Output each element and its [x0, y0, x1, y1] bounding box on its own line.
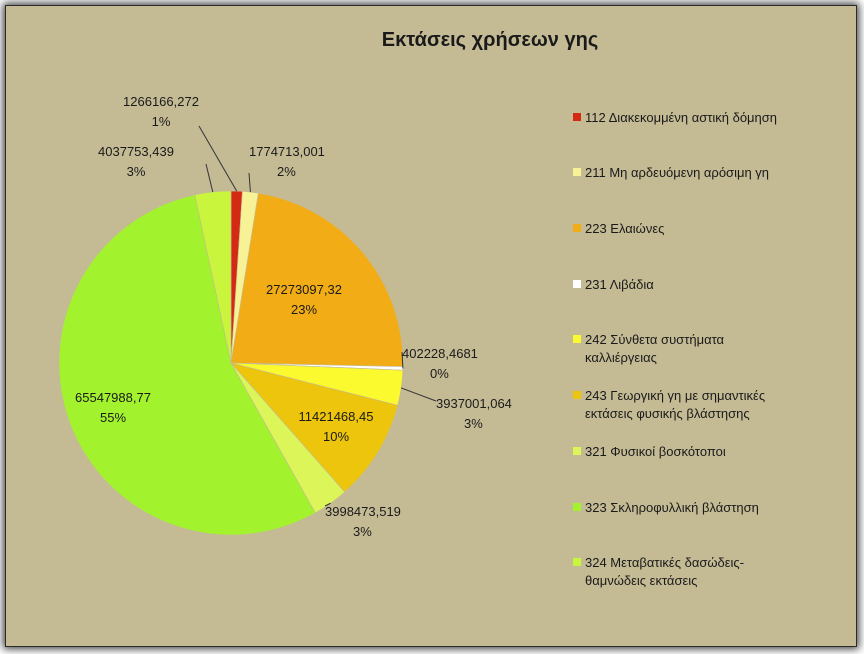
legend-swatch-4	[573, 280, 581, 288]
leader-line-9	[205, 163, 214, 193]
data-label-value-2: 1774713,001	[249, 144, 325, 159]
data-label-percent-9: 3%	[127, 164, 146, 179]
legend-swatch-1	[573, 113, 581, 121]
data-label-percent-8: 55%	[100, 410, 126, 425]
data-label-value-6: 11421468,45	[299, 409, 374, 424]
legend-swatch-6	[573, 391, 581, 399]
data-label-percent-3: 23%	[291, 302, 317, 317]
legend-label-5: 242 Σύνθετα συστήματα καλλιέργειας	[585, 332, 725, 365]
chart-area: Εκτάσεις χρήσεων γης 1266166,272 1% 177471…	[6, 6, 856, 646]
data-label-value-7: 3998473,519	[325, 504, 401, 519]
pie-slice-8	[58, 194, 316, 536]
legend-label-3: 223 Ελαιώνες	[585, 221, 664, 236]
legend-swatch-8	[573, 503, 581, 511]
data-label-percent-5: 3%	[464, 416, 483, 431]
legend-swatch-7	[573, 447, 581, 455]
legend-label-9: 324 Μεταβατικές δασώδεις-θαμνώδεις εκτάσ…	[585, 555, 744, 588]
pie-slices	[58, 190, 404, 536]
data-label-value-8: 65547988,77	[75, 390, 151, 405]
data-label-value-4: 402228,4681	[402, 346, 478, 361]
legend-swatch-2	[573, 168, 581, 176]
legend-label-8: 323 Σκληροφυλλική βλάστηση	[585, 500, 759, 515]
pie-chart: Εκτάσεις χρήσεων γης 1266166,272 1% 177471…	[58, 29, 777, 588]
data-label-percent-2: 2%	[277, 164, 296, 179]
data-label-percent-1: 1%	[152, 114, 171, 129]
leader-line-1	[198, 125, 238, 192]
data-labels: 1266166,272 1% 1774713,001 2% 27273097,32 23%…	[75, 94, 512, 539]
leader-line-2	[248, 172, 251, 193]
pie-slice-3	[230, 192, 404, 367]
data-label-value-5: 3937001,064	[436, 396, 512, 411]
leader-line-5	[401, 387, 437, 402]
leader-line-4	[401, 351, 404, 369]
data-label-value-1: 1266166,272	[123, 94, 199, 109]
data-label-value-9: 4037753,439	[98, 144, 174, 159]
legend-swatch-3	[573, 224, 581, 232]
legend-label-6: 243 Γεωργική γη με σημαντικές εκτάσεις φυ…	[585, 388, 765, 421]
legend: 112 Διακεκομμένη αστική δόμηση 211 Μη αρδ…	[573, 110, 777, 588]
chart-title: Εκτάσεις χρήσεων γης	[382, 29, 598, 51]
data-label-percent-7: 3%	[353, 524, 372, 539]
pie-slice-6	[230, 362, 399, 493]
legend-label-7: 321 Φυσικοί βοσκότοποι	[585, 444, 726, 459]
data-label-percent-6: 10%	[323, 429, 349, 444]
data-label-value-3: 27273097,32	[266, 282, 342, 297]
legend-swatch-9	[573, 558, 581, 566]
legend-label-2: 211 Μη αρδευόμενη αρόσιμη γη	[585, 165, 769, 180]
data-label-percent-4: 0%	[430, 366, 449, 381]
legend-label-4: 231 Λιβάδια	[585, 277, 654, 292]
leader-line-7	[324, 502, 331, 507]
legend-label-1: 112 Διακεκομμένη αστική δόμηση	[585, 110, 777, 125]
leader-lines	[198, 125, 437, 507]
legend-swatch-5	[573, 335, 581, 343]
